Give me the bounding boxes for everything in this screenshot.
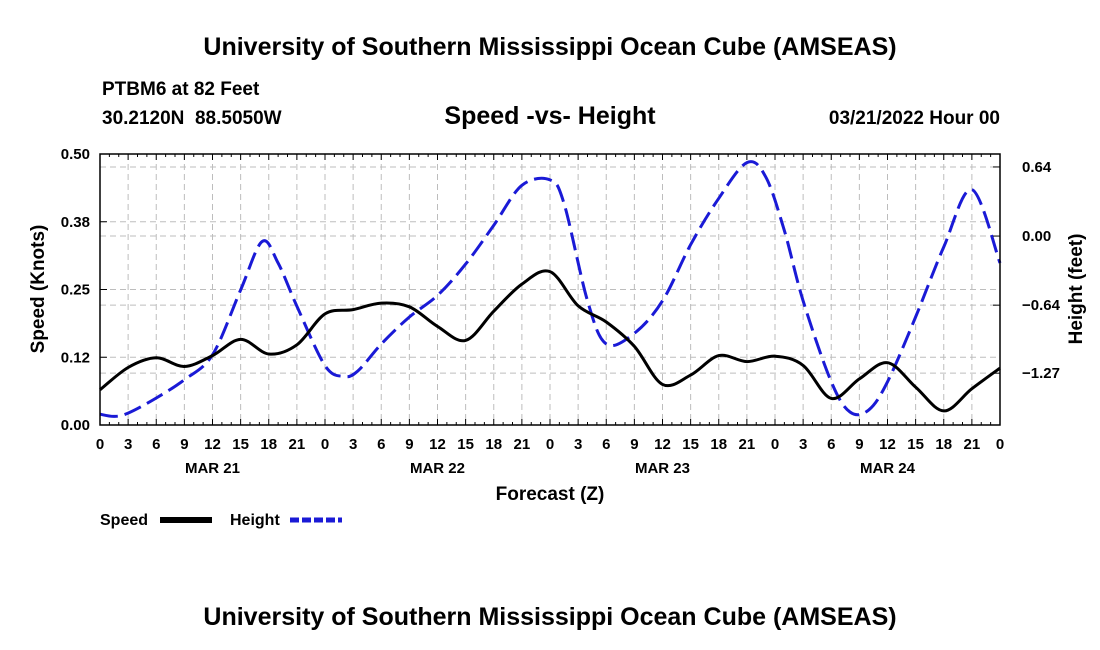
x-tick-label: 12	[429, 436, 446, 453]
chart-subtitle: Speed -vs- Height	[444, 102, 656, 130]
x-tick-label: 9	[180, 436, 188, 453]
x-tick-label: 0	[996, 436, 1004, 453]
x-tick-label: 9	[405, 436, 413, 453]
x-tick-label: 0	[546, 436, 554, 453]
legend-height-label: Height	[230, 512, 280, 529]
x-tick-label: 9	[630, 436, 638, 453]
x-tick-label: 12	[654, 436, 671, 453]
day-label: MAR 21	[185, 460, 240, 477]
x-tick-label: 3	[124, 436, 132, 453]
x-tick-label: 6	[827, 436, 835, 453]
x-tick-label: 15	[457, 436, 474, 453]
x-tick-label: 3	[349, 436, 357, 453]
x-tick-label: 6	[377, 436, 385, 453]
x-tick-label: 15	[907, 436, 924, 453]
x-tick-label: 6	[152, 436, 160, 453]
footer-title: University of Southern Mississippi Ocean…	[203, 603, 896, 631]
datetime-label: 03/21/2022 Hour 00	[829, 108, 1000, 129]
x-tick-label: 18	[485, 436, 502, 453]
day-label: MAR 22	[410, 460, 465, 477]
height-series-line	[99, 160, 1002, 418]
x-tick-label: 15	[682, 436, 699, 453]
legend: Speed Height	[100, 512, 342, 529]
x-axis-label: Forecast (Z)	[496, 484, 605, 505]
series-layer	[99, 160, 1002, 418]
grid	[100, 154, 1000, 425]
x-tick-label: 0	[321, 436, 329, 453]
axis-ticks: 0 3 6 9 12 15 18 21 0 3 6 9 12 15 18 21 0 3 6 9 12 15 18 21 0 3 6 9…	[61, 146, 1061, 477]
x-tick-label: 15	[232, 436, 249, 453]
x-tick-label: 21	[739, 436, 756, 453]
x-tick-label: 9	[855, 436, 863, 453]
x-tick-label: 21	[514, 436, 531, 453]
day-label: MAR 23	[635, 460, 690, 477]
y-tick-label: 0.50	[61, 146, 90, 163]
y-tick-label: 0.25	[61, 282, 90, 299]
x-tick-label: 3	[574, 436, 582, 453]
y-axis-label: Speed (Knots)	[28, 225, 49, 354]
speed-series-line	[99, 269, 1001, 413]
x-tick-label: 0	[96, 436, 104, 453]
station-label: PTBM6 at 82 Feet	[102, 79, 260, 100]
y2-tick-label: −1.27	[1022, 365, 1060, 382]
x-tick-label: 18	[260, 436, 277, 453]
coordinates-label: 30.2120N 88.5050W	[102, 108, 282, 129]
x-tick-label: 21	[289, 436, 306, 453]
y-tick-label: 0.38	[61, 214, 90, 231]
legend-speed-label: Speed	[100, 512, 148, 529]
y2-axis-label: Height (feet)	[1066, 234, 1087, 345]
x-tick-label: 21	[964, 436, 981, 453]
y2-tick-label: 0.64	[1022, 159, 1052, 176]
chart-title: University of Southern Mississippi Ocean…	[203, 33, 896, 61]
day-label: MAR 24	[860, 460, 916, 477]
x-tick-label: 12	[879, 436, 896, 453]
x-tick-label: 3	[799, 436, 807, 453]
y2-tick-label: 0.00	[1022, 228, 1051, 245]
x-tick-label: 0	[771, 436, 779, 453]
x-tick-label: 18	[935, 436, 952, 453]
y-tick-label: 0.00	[61, 417, 90, 434]
y-tick-label: 0.12	[61, 349, 90, 366]
x-tick-label: 18	[710, 436, 727, 453]
x-tick-label: 6	[602, 436, 610, 453]
y2-tick-label: −0.64	[1022, 297, 1061, 314]
x-tick-label: 12	[204, 436, 221, 453]
